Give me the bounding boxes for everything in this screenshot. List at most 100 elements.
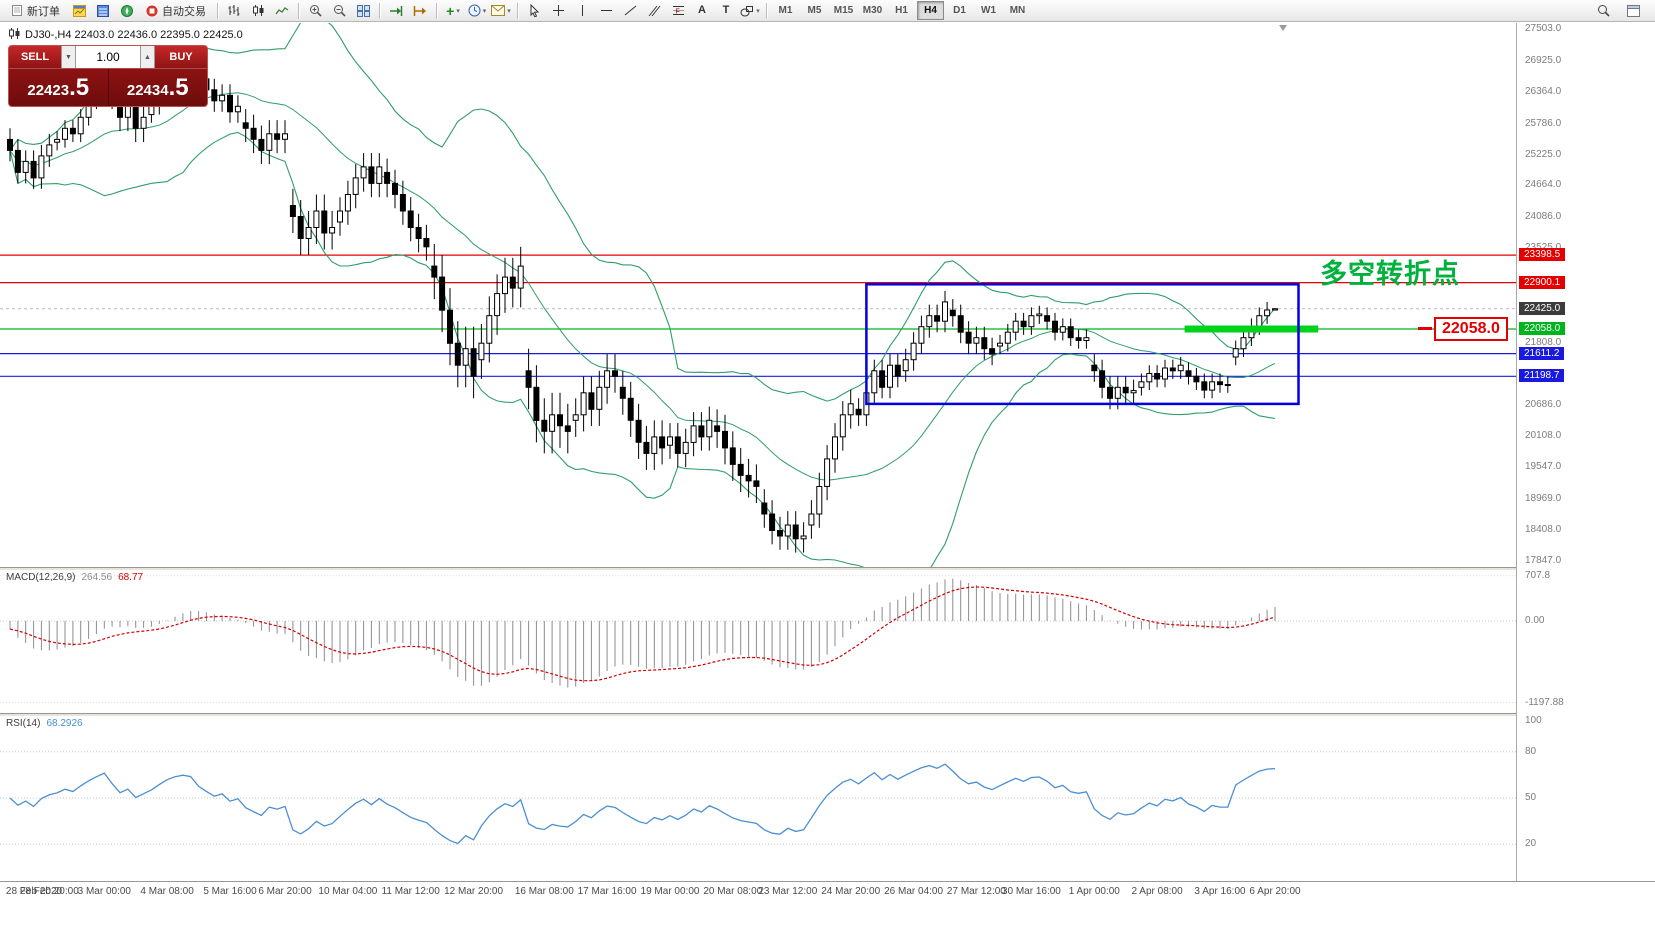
timeframe-M15[interactable]: M15 bbox=[833, 5, 854, 16]
time-axis-label: 24 Mar 20:00 bbox=[821, 886, 881, 897]
timeframe-M1[interactable]: M1 bbox=[778, 5, 793, 16]
equidistant-channel-icon[interactable] bbox=[643, 1, 665, 21]
rsi-axis-label: 80 bbox=[1525, 745, 1537, 757]
indicators-icon[interactable]: + ▾ bbox=[446, 2, 460, 19]
cursor-icon[interactable] bbox=[523, 1, 545, 21]
price-axis-tag-red: 23398.5 bbox=[1519, 248, 1566, 262]
timeframe-M30[interactable]: M30 bbox=[862, 5, 883, 16]
price-axis-label: 25225.0 bbox=[1525, 148, 1562, 160]
timeframe-D1[interactable]: D1 bbox=[953, 5, 966, 16]
buy-price-button[interactable]: 22434.5 bbox=[109, 69, 208, 106]
rsi-label: RSI(14) 68.2926 bbox=[6, 718, 83, 729]
chart-search-icon[interactable] bbox=[1592, 1, 1614, 21]
rsi-canvas[interactable] bbox=[0, 715, 1516, 881]
price-axis-label: 23525.0 bbox=[1525, 242, 1561, 253]
one-click-trading-panel: SELL ▼ ▲ BUY 22423.5 22434.5 bbox=[8, 45, 208, 107]
time-axis-label: 6 Apr 20:00 bbox=[1249, 886, 1301, 897]
chevron-down-icon: ▾ bbox=[482, 7, 487, 15]
time-axis-label: 26 Mar 04:00 bbox=[884, 886, 944, 897]
chart-window: DJ30-,H4 22403.0 22436.0 22395.0 22425.0… bbox=[0, 23, 1655, 902]
macd-axis-label: 0.00 bbox=[1525, 615, 1545, 626]
rsi-axis-label: 100 bbox=[1525, 715, 1542, 726]
time-axis-label: 17 Mar 16:00 bbox=[577, 886, 637, 897]
trendline-icon[interactable] bbox=[619, 1, 641, 21]
price-axis-label: 25786.0 bbox=[1525, 117, 1562, 129]
time-axis-label: 4 Mar 08:00 bbox=[140, 886, 194, 897]
macd-canvas[interactable] bbox=[0, 569, 1516, 713]
bar-chart-icon[interactable] bbox=[223, 1, 245, 21]
price-axis-label: 17847.0 bbox=[1525, 555, 1562, 566]
time-scale[interactable]: 28 Feb 2020 28 Feb 20:00 3 Mar 00:00 4 Mar … bbox=[0, 881, 1655, 902]
window-menu-icon[interactable] bbox=[1622, 1, 1644, 21]
price-axis-tag-blue: 21198.7 bbox=[1519, 369, 1565, 383]
charts-icon[interactable] bbox=[68, 1, 90, 21]
volume-decrease-button[interactable]: ▼ bbox=[61, 46, 76, 68]
price-axis-label: 19547.0 bbox=[1525, 461, 1562, 473]
time-axis-label: 3 Apr 16:00 bbox=[1194, 886, 1246, 897]
horizontal-line-icon[interactable] bbox=[595, 1, 617, 21]
volume-increase-button[interactable]: ▲ bbox=[140, 46, 155, 68]
time-axis-label: 1 Apr 00:00 bbox=[1068, 886, 1120, 897]
chevron-down-icon: ▾ bbox=[456, 7, 460, 15]
price-callout[interactable]: 22058.0 bbox=[1434, 317, 1508, 341]
candlestick-chart-icon[interactable] bbox=[247, 1, 269, 21]
buy-price-frac: .5 bbox=[168, 74, 189, 101]
pane-divider[interactable] bbox=[0, 713, 1655, 716]
tile-windows-icon[interactable] bbox=[352, 1, 374, 21]
new-order-button[interactable]: 新订单 bbox=[5, 1, 66, 21]
periods-icon[interactable]: ▾ bbox=[466, 1, 488, 21]
zoom-in-icon[interactable] bbox=[304, 1, 326, 21]
time-axis-label: 5 Mar 16:00 bbox=[203, 886, 257, 897]
price-axis-tag-green: 22058.0 bbox=[1519, 322, 1566, 335]
sell-button[interactable]: SELL bbox=[9, 46, 61, 68]
auto-scroll-icon[interactable] bbox=[385, 1, 407, 21]
price-axis-label: 27503.0 bbox=[1525, 23, 1562, 34]
timeframe-MN[interactable]: MN bbox=[1009, 5, 1026, 16]
vertical-line-icon[interactable] bbox=[571, 1, 593, 21]
chart-shift-icon[interactable] bbox=[409, 1, 431, 21]
callout-dash bbox=[1418, 327, 1432, 330]
price-axis-label: 21808.0 bbox=[1525, 336, 1562, 348]
price-chart-canvas[interactable] bbox=[0, 23, 1516, 567]
zoom-out-icon[interactable] bbox=[328, 1, 350, 21]
pane-divider[interactable] bbox=[0, 567, 1655, 570]
time-axis-label: 6 Mar 20:00 bbox=[258, 886, 312, 897]
timeframe-H1[interactable]: H1 bbox=[895, 5, 908, 16]
time-axis-label: 10 Mar 04:00 bbox=[318, 886, 378, 897]
time-axis-label: 11 Mar 12:00 bbox=[381, 886, 440, 897]
market-watch-icon[interactable] bbox=[92, 1, 114, 21]
sell-price-button[interactable]: 22423.5 bbox=[9, 69, 109, 106]
timeframe-H4[interactable]: H4 bbox=[917, 1, 944, 20]
toolbar-separator bbox=[766, 2, 767, 19]
rsi-axis-label: 20 bbox=[1525, 838, 1537, 850]
line-chart-icon[interactable] bbox=[271, 1, 293, 21]
text-label-icon[interactable]: T bbox=[722, 4, 730, 16]
time-axis-label: 20 Mar 08:00 bbox=[703, 886, 763, 897]
price-axis-label: 18969.0 bbox=[1525, 493, 1562, 505]
time-axis-label: 16 Mar 08:00 bbox=[514, 886, 574, 897]
price-axis-tag-current: 22425.0 bbox=[1519, 301, 1566, 315]
symbol-ohlc: DJ30-,H4 22403.0 22436.0 22395.0 22425.0 bbox=[8, 27, 243, 43]
shapes-icon[interactable]: ▾ bbox=[739, 1, 761, 21]
time-axis-label: 27 Mar 12:00 bbox=[946, 886, 1006, 897]
autotrading-button[interactable]: 自动交易 bbox=[140, 1, 212, 21]
navigator-icon[interactable] bbox=[116, 1, 138, 21]
timeframe-M5[interactable]: M5 bbox=[807, 5, 822, 16]
symbol-ohlc-text: DJ30-,H4 22403.0 22436.0 22395.0 22425.0 bbox=[25, 29, 243, 41]
crosshair-icon[interactable] bbox=[547, 1, 569, 21]
volume-input[interactable] bbox=[76, 46, 140, 68]
templates-icon[interactable]: ▾ bbox=[490, 1, 512, 21]
price-axis-tag-blue: 21611.2 bbox=[1519, 346, 1565, 360]
fibonacci-icon[interactable]: F bbox=[667, 1, 689, 21]
price-axis-label: 26364.0 bbox=[1525, 85, 1562, 97]
text-icon[interactable]: A bbox=[698, 4, 706, 16]
time-axis-label: 2 Apr 08:00 bbox=[1131, 886, 1183, 897]
price-scale[interactable]: 27503.0 26925.0 26364.0 25786.0 25225.0 24664… bbox=[1516, 23, 1655, 881]
timeframe-W1[interactable]: W1 bbox=[981, 5, 996, 16]
price-axis-label: 24086.0 bbox=[1525, 211, 1562, 223]
toolbar-separator bbox=[379, 2, 380, 19]
macd-value-main: 264.56 bbox=[81, 572, 113, 583]
time-axis-label: 12 Mar 20:00 bbox=[444, 886, 504, 897]
buy-button[interactable]: BUY bbox=[155, 46, 207, 68]
annotation-text[interactable]: 多空转折点 bbox=[1320, 259, 1460, 289]
